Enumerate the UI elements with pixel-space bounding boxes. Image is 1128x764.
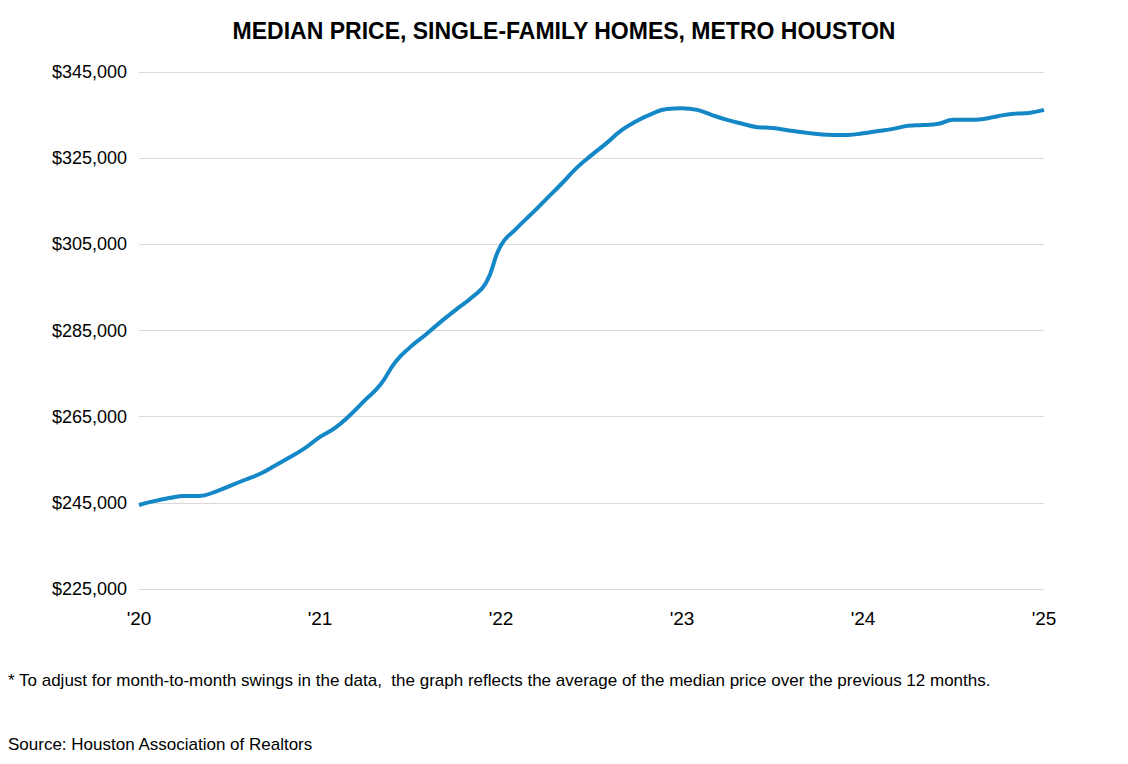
svg-text:'21: '21 [308,608,333,629]
svg-text:Source: Houston Association of: Source: Houston Association of Realtors [8,735,312,754]
svg-text:$245,000: $245,000 [52,493,127,513]
svg-text:MEDIAN PRICE, SINGLE-FAMILY HO: MEDIAN PRICE, SINGLE-FAMILY HOMES, METRO… [233,18,896,44]
svg-text:'23: '23 [670,608,695,629]
svg-text:$345,000: $345,000 [52,62,127,82]
svg-text:$285,000: $285,000 [52,321,127,341]
svg-text:$225,000: $225,000 [52,579,127,599]
svg-text:'22: '22 [489,608,514,629]
svg-text:'25: '25 [1032,608,1057,629]
svg-text:* To adjust for month-to-month: * To adjust for month-to-month swings in… [8,671,990,690]
svg-text:$305,000: $305,000 [52,234,127,254]
svg-text:'24: '24 [851,608,876,629]
svg-text:$265,000: $265,000 [52,407,127,427]
svg-text:'20: '20 [127,608,152,629]
svg-text:$325,000: $325,000 [52,148,127,168]
